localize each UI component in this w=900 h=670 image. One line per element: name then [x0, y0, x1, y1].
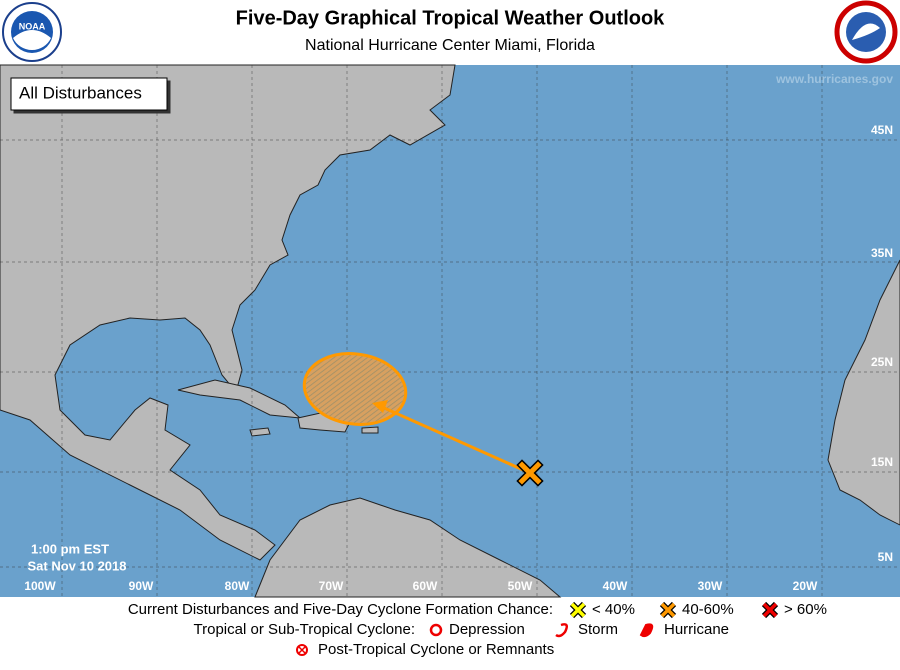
legend-item: Depression	[449, 621, 525, 638]
south-america	[254, 497, 562, 598]
longitude-label: 90W	[129, 579, 154, 593]
website: www.hurricanes.gov	[775, 72, 893, 86]
panel-label: All Disturbances	[19, 83, 142, 102]
legend-item: Storm	[578, 621, 618, 638]
longitude-label: 50W	[508, 579, 533, 593]
longitude-label: 40W	[603, 579, 628, 593]
timestamp: Sat Nov 10 2018	[27, 558, 126, 573]
track-arrow	[381, 405, 531, 475]
north-america	[0, 64, 456, 561]
latitude-label: 25N	[871, 355, 893, 369]
noaa-text: NOAA	[19, 21, 46, 31]
longitude-label: 20W	[793, 579, 818, 593]
africa	[827, 259, 900, 526]
longitude-label: 30W	[698, 579, 723, 593]
legend-heading: Tropical or Sub-Tropical Cyclone:	[194, 621, 415, 638]
legend-item: > 60%	[784, 601, 827, 618]
timestamp: 1:00 pm EST	[31, 541, 109, 556]
subtitle: National Hurricane Center Miami, Florida	[305, 37, 595, 54]
jamaica	[249, 427, 271, 437]
graticule	[0, 65, 900, 597]
latitude-label: 45N	[871, 123, 893, 137]
longitude-label: 70W	[319, 579, 344, 593]
legend-item: Post-Tropical Cyclone or Remnants	[318, 641, 554, 658]
title: Five-Day Graphical Tropical Weather Outl…	[236, 7, 666, 29]
arrow-head	[372, 400, 388, 413]
legend-heading: Current Disturbances and Five-Day Cyclon…	[128, 601, 553, 618]
disturbance-marker[interactable]	[516, 459, 544, 487]
latitude-label: 35N	[871, 246, 893, 260]
latitude-label: 5N	[878, 550, 893, 564]
puerto-rico	[361, 426, 379, 434]
noaa-logo: NOAA	[2, 2, 62, 62]
legend-item: Hurricane	[664, 621, 729, 638]
legend: Current Disturbances and Five-Day Cyclon…	[128, 601, 827, 658]
nws-logo	[834, 0, 898, 64]
latitude-label: 15N	[871, 455, 893, 469]
legend-item: < 40%	[592, 601, 635, 618]
longitude-label: 100W	[24, 579, 56, 593]
legend-item: 40-60%	[682, 601, 734, 618]
panel-label-box	[10, 77, 168, 111]
longitude-label: 60W	[413, 579, 438, 593]
map: 45N 35N 25N 15N 5N 100W 90W 80W 70W 60W …	[0, 64, 900, 598]
longitude-label: 80W	[225, 579, 250, 593]
